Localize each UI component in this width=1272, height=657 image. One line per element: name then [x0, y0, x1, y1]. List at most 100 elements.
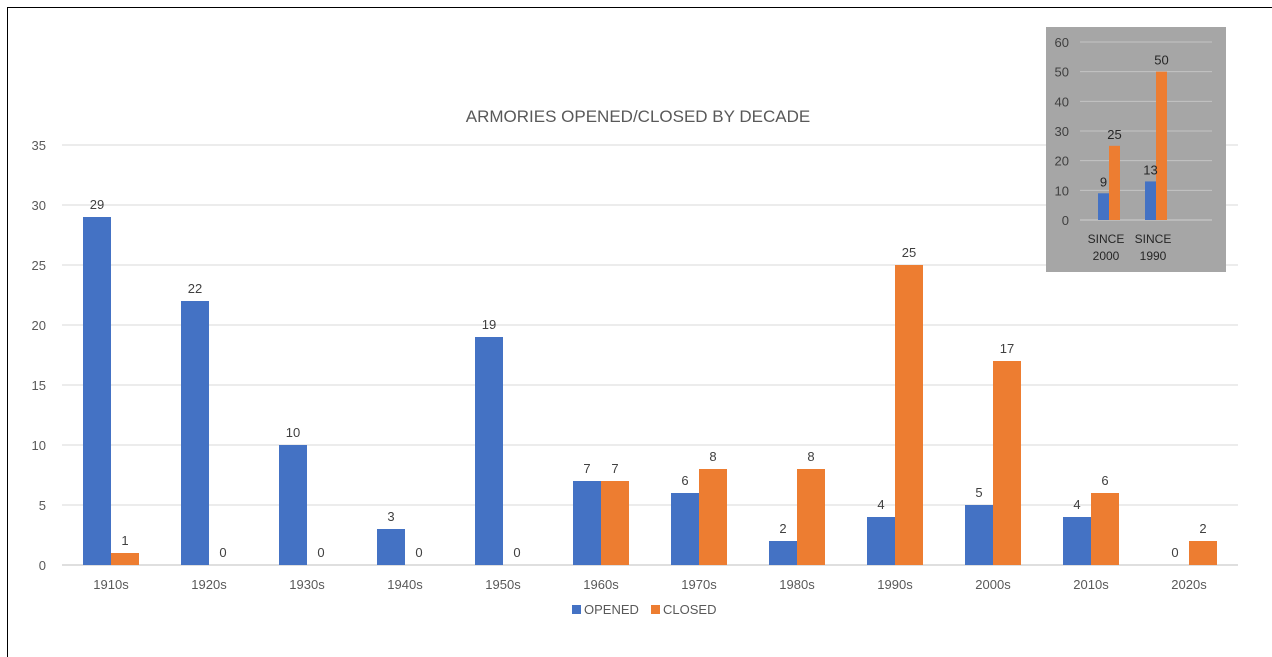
- closed-bar: [895, 265, 923, 565]
- data-label: 6: [1101, 473, 1108, 488]
- inset-y-tick-label: 10: [1055, 183, 1069, 198]
- data-label: 5: [975, 485, 982, 500]
- y-tick-label: 5: [39, 498, 46, 513]
- data-label: 10: [286, 425, 300, 440]
- inset-orange-bar: [1109, 145, 1120, 220]
- inset-blue-bar: [1145, 181, 1156, 220]
- inset-blue-bar: [1098, 193, 1109, 220]
- data-labels: 29 1 22 0 10 0 3 0 19 0 7 7 6 8 2 8 4 25 5 17 4 6 0 2: [90, 197, 1207, 560]
- y-tick-label: 0: [39, 558, 46, 573]
- data-label: 7: [611, 461, 618, 476]
- data-label: 0: [513, 545, 520, 560]
- chart-frame: [7, 7, 1272, 657]
- x-tick-label: 1910s: [93, 577, 129, 592]
- opened-legend-label: OPENED: [584, 602, 639, 617]
- x-tick-label: 1960s: [583, 577, 619, 592]
- x-tick-label: 1940s: [387, 577, 423, 592]
- bars: [83, 217, 1217, 565]
- inset-x-tick-label: SINCE: [1088, 232, 1125, 246]
- opened-bar: [83, 217, 111, 565]
- opened-bar: [671, 493, 699, 565]
- legend: OPENED CLOSED: [572, 602, 716, 617]
- data-label: 8: [807, 449, 814, 464]
- closed-bar: [699, 469, 727, 565]
- inset-data-label: 13: [1143, 162, 1157, 177]
- closed-bar: [993, 361, 1021, 565]
- inset-y-tick-label: 0: [1062, 213, 1069, 228]
- inset-bars: [1098, 71, 1167, 220]
- inset-data-labels: 9 25 13 50: [1100, 53, 1169, 190]
- x-tick-label: 1980s: [779, 577, 815, 592]
- chart-title: ARMORIES OPENED/CLOSED BY DECADE: [466, 107, 811, 126]
- x-tick-label: 1970s: [681, 577, 717, 592]
- inset-y-tick-label: 40: [1055, 94, 1069, 109]
- data-label: 1: [121, 533, 128, 548]
- y-tick-label: 35: [32, 138, 46, 153]
- data-label: 0: [317, 545, 324, 560]
- inset-x-tick-label: 1990: [1140, 249, 1167, 263]
- closed-bar: [1091, 493, 1119, 565]
- opened-bar: [965, 505, 993, 565]
- opened-bar: [181, 301, 209, 565]
- y-tick-label: 10: [32, 438, 46, 453]
- opened-bar: [769, 541, 797, 565]
- closed-legend-swatch: [651, 605, 660, 614]
- y-tick-label: 25: [32, 258, 46, 273]
- closed-bar: [601, 481, 629, 565]
- x-tick-label: 1930s: [289, 577, 325, 592]
- opened-bar: [377, 529, 405, 565]
- x-tick-label: 1950s: [485, 577, 521, 592]
- inset-orange-bar: [1156, 71, 1167, 220]
- opened-bar: [279, 445, 307, 565]
- inset-y-tick-label: 60: [1055, 35, 1069, 50]
- inset-data-label: 50: [1154, 53, 1168, 68]
- data-label: 7: [583, 461, 590, 476]
- opened-bar: [573, 481, 601, 565]
- inset-bar-chart: 0 10 20 30 40 50 60 9 25 13 50 SINCE 2000 SINCE 1990: [1055, 35, 1212, 263]
- opened-legend-swatch: [572, 605, 581, 614]
- data-label: 22: [188, 281, 202, 296]
- inset-y-tick-label: 30: [1055, 124, 1069, 139]
- x-tick-label: 1920s: [191, 577, 227, 592]
- data-label: 17: [1000, 341, 1014, 356]
- inset-data-label: 25: [1107, 127, 1121, 142]
- data-label: 19: [482, 317, 496, 332]
- inset-y-tick-label: 50: [1055, 65, 1069, 80]
- closed-legend-label: CLOSED: [663, 602, 716, 617]
- gridlines: [62, 144, 1238, 566]
- data-label: 0: [1171, 545, 1178, 560]
- x-axis-ticks: 1910s 1920s 1930s 1940s 1950s 1960s 1970s 1980s…: [93, 577, 1207, 592]
- inset-x-tick-label: 2000: [1093, 249, 1120, 263]
- inset-chart-panel: 0 10 20 30 40 50 60 9 25 13 50 SINCE 2000 SINCE 1990: [1046, 27, 1226, 272]
- opened-bar: [1063, 517, 1091, 565]
- data-label: 4: [877, 497, 884, 512]
- data-label: 6: [681, 473, 688, 488]
- data-label: 0: [415, 545, 422, 560]
- x-tick-label: 2020s: [1171, 577, 1207, 592]
- closed-bar: [111, 553, 139, 565]
- inset-x-axis-ticks: SINCE 2000 SINCE 1990: [1088, 232, 1172, 263]
- x-tick-label: 2010s: [1073, 577, 1109, 592]
- x-tick-label: 2000s: [975, 577, 1011, 592]
- data-label: 0: [219, 545, 226, 560]
- opened-bar: [867, 517, 895, 565]
- inset-y-axis-ticks: 0 10 20 30 40 50 60: [1055, 35, 1069, 228]
- y-tick-label: 30: [32, 198, 46, 213]
- inset-x-tick-label: SINCE: [1135, 232, 1172, 246]
- inset-data-label: 9: [1100, 174, 1107, 189]
- closed-bar: [1189, 541, 1217, 565]
- x-tick-label: 1990s: [877, 577, 913, 592]
- data-label: 2: [779, 521, 786, 536]
- opened-bar: [475, 337, 503, 565]
- y-axis-ticks: 0 5 10 15 20 25 30 35: [32, 138, 46, 573]
- data-label: 2: [1199, 521, 1206, 536]
- data-label: 8: [709, 449, 716, 464]
- data-label: 29: [90, 197, 104, 212]
- y-tick-label: 20: [32, 318, 46, 333]
- inset-y-tick-label: 20: [1055, 154, 1069, 169]
- data-label: 4: [1073, 497, 1080, 512]
- closed-bar: [797, 469, 825, 565]
- data-label: 3: [387, 509, 394, 524]
- data-label: 25: [902, 245, 916, 260]
